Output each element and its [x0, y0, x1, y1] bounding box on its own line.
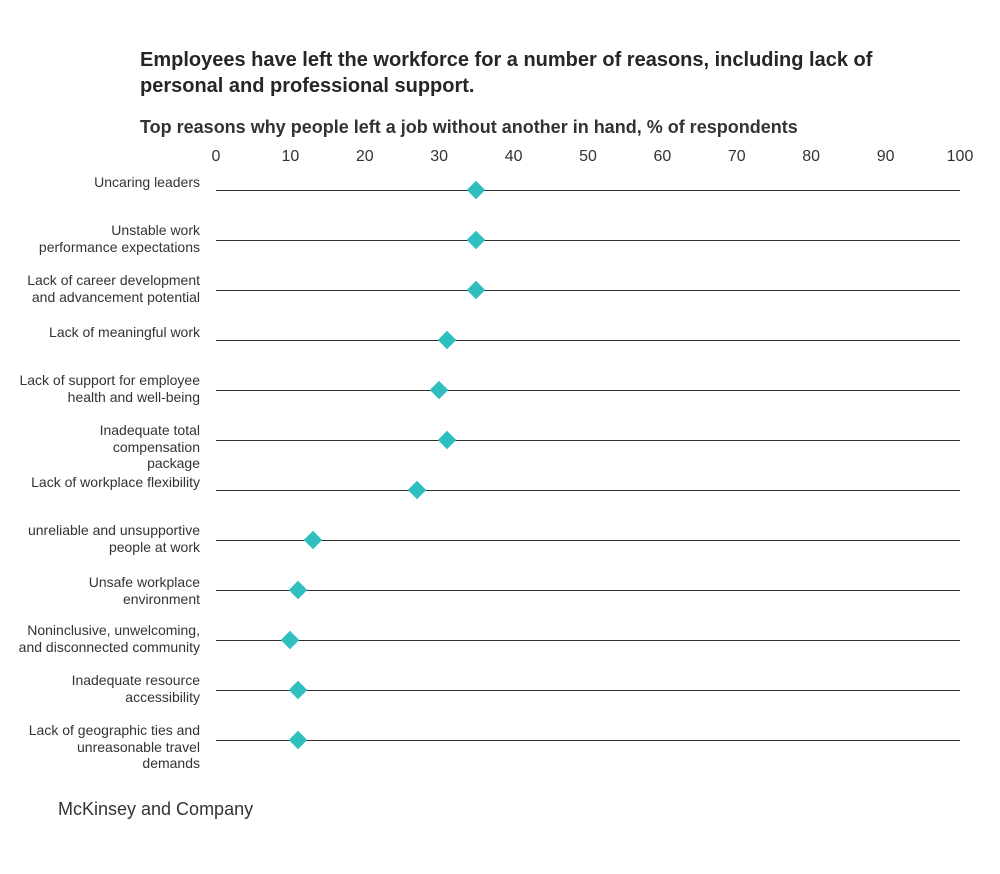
x-axis-tick: 90 [862, 148, 910, 166]
row-label: Uncaring leaders [16, 174, 200, 191]
x-axis-tick: 50 [564, 148, 612, 166]
x-axis-tick: 40 [490, 148, 538, 166]
row-label: Unstable workperformance expectations [16, 222, 200, 255]
row-baseline [216, 540, 960, 541]
diamond-marker [437, 431, 455, 449]
row-baseline [216, 390, 960, 391]
diamond-marker [430, 381, 448, 399]
diamond-marker [289, 731, 307, 749]
row-baseline [216, 340, 960, 341]
row-label: Unsafe workplace environment [16, 574, 200, 607]
row-baseline [216, 240, 960, 241]
row-label: Lack of geographic ties andunreasonable … [16, 722, 200, 772]
row-label: Lack of meaningful work [16, 324, 200, 341]
diamond-marker [289, 581, 307, 599]
row-baseline [216, 190, 960, 191]
chart-container: { "title": "Employees have left the work… [0, 0, 1000, 874]
x-axis-tick: 60 [638, 148, 686, 166]
row-baseline [216, 490, 960, 491]
x-axis-tick: 80 [787, 148, 835, 166]
chart-subtitle: Top reasons why people left a job withou… [140, 117, 910, 138]
row-label: Lack of support for employeehealth and w… [16, 372, 200, 405]
row-baseline [216, 590, 960, 591]
row-label: Lack of career developmentand advancemen… [16, 272, 200, 305]
row-baseline [216, 290, 960, 291]
diamond-marker [281, 631, 299, 649]
x-axis-tick: 100 [936, 148, 984, 166]
diamond-marker [408, 481, 426, 499]
row-baseline [216, 690, 960, 691]
row-baseline [216, 740, 960, 741]
row-baseline [216, 440, 960, 441]
x-axis-tick: 70 [713, 148, 761, 166]
diamond-marker [467, 181, 485, 199]
attribution: McKinsey and Company [58, 799, 253, 820]
row-label: Noninclusive, unwelcoming,and disconnect… [16, 622, 200, 655]
diamond-marker [437, 331, 455, 349]
x-axis-tick: 20 [341, 148, 389, 166]
x-axis-tick: 30 [415, 148, 463, 166]
chart-title: Employees have left the workforce for a … [140, 48, 910, 99]
diamond-marker [289, 681, 307, 699]
row-label: unreliable and unsupportivepeople at wor… [16, 522, 200, 555]
row-label: Lack of workplace flexibility [16, 474, 200, 491]
row-label: Inadequate total compensationpackage [16, 422, 200, 472]
x-axis-tick: 10 [266, 148, 314, 166]
diamond-marker [467, 231, 485, 249]
x-axis-tick: 0 [192, 148, 240, 166]
row-label: Inadequate resourceaccessibility [16, 672, 200, 705]
diamond-marker [467, 281, 485, 299]
diamond-marker [304, 531, 322, 549]
row-baseline [216, 640, 960, 641]
